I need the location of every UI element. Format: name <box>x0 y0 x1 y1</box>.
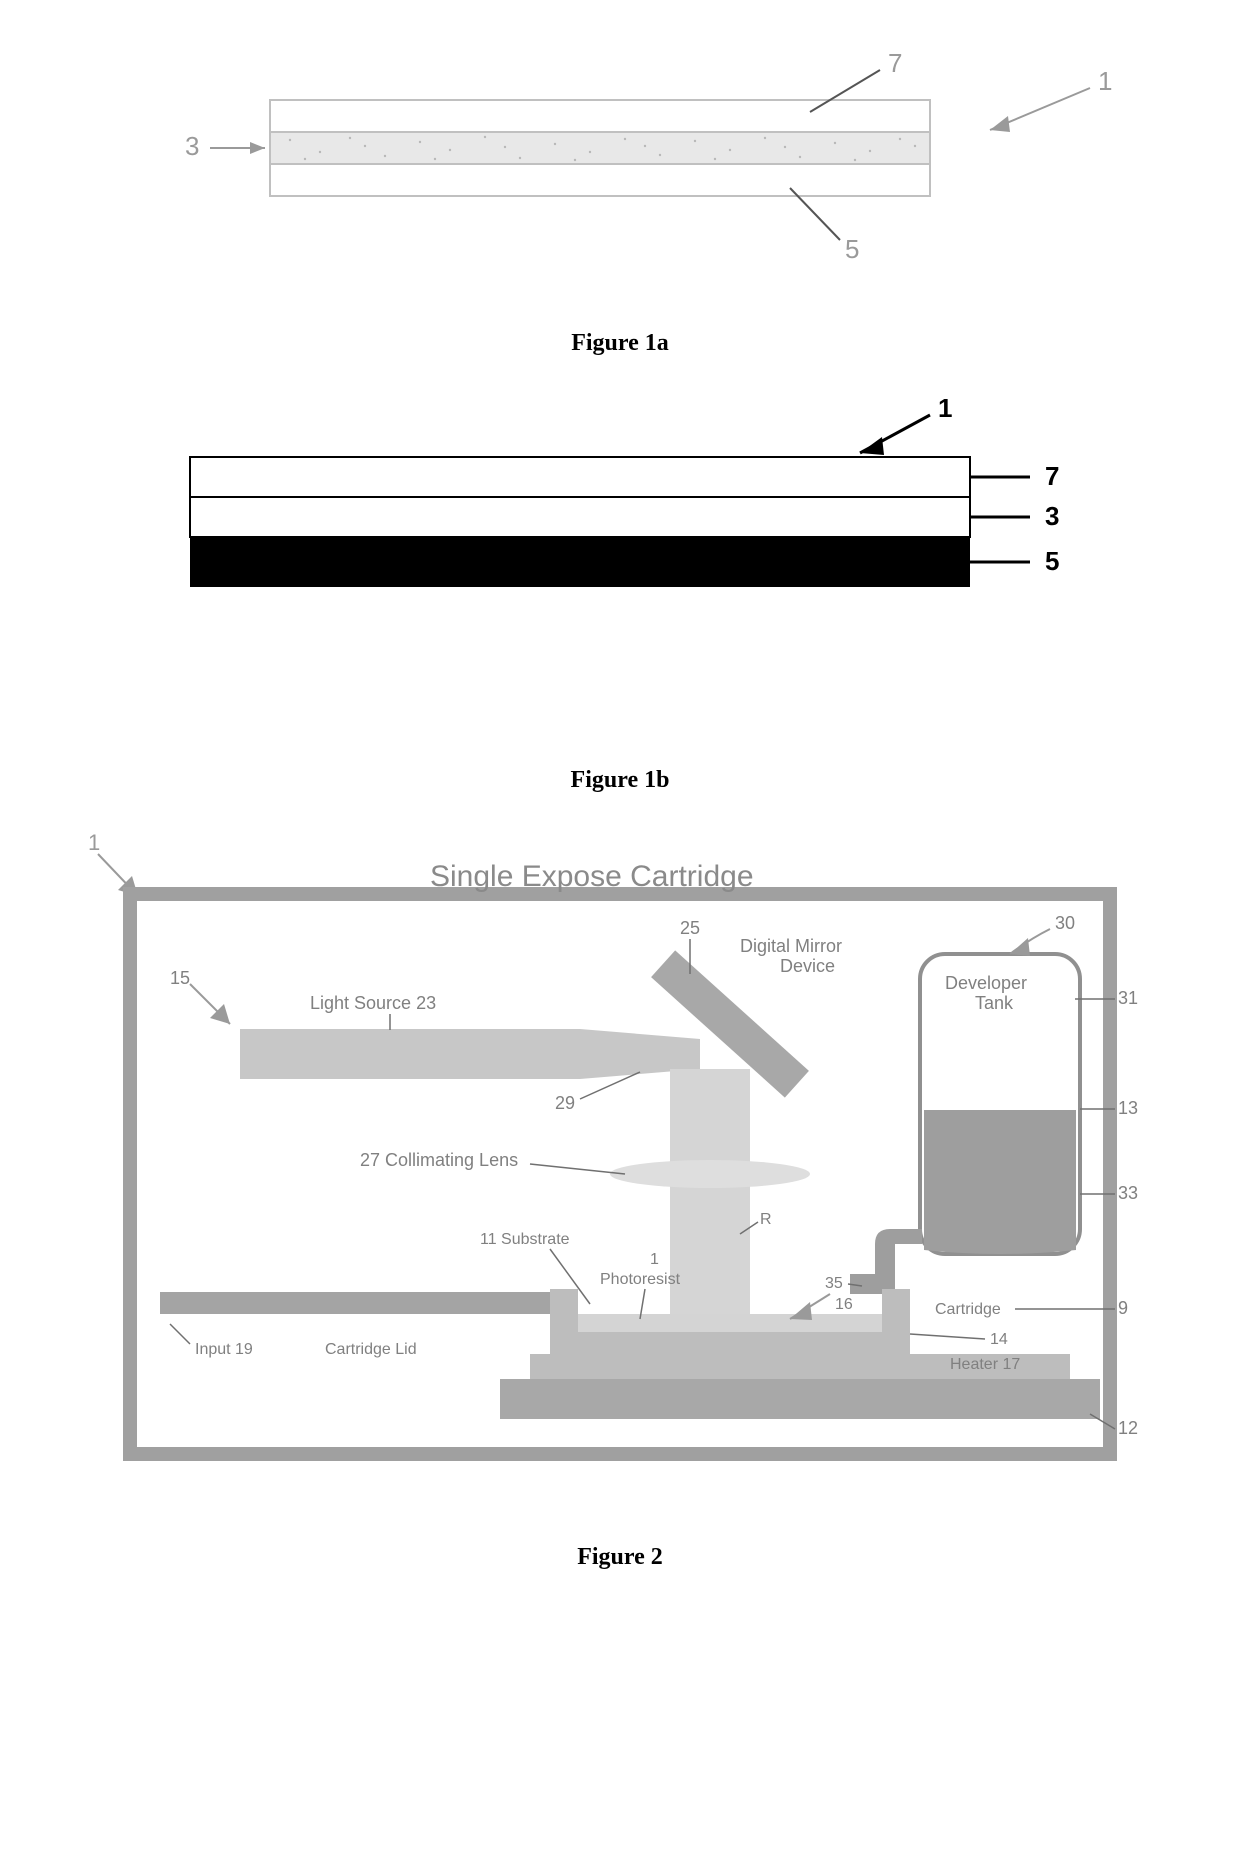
fig2-label-substrate: 11 Substrate <box>480 1231 570 1248</box>
fig1b-label-3: 3 <box>1045 501 1059 531</box>
fig2-label-9: 9 <box>1118 1298 1128 1318</box>
fig1b-arrow-1 <box>860 415 930 455</box>
fig2-lens <box>610 1160 810 1188</box>
fig2-label-15: 15 <box>170 968 190 988</box>
fig1a-layer-5 <box>270 164 930 196</box>
fig1a-layer-7 <box>270 100 930 132</box>
fig2-label-devtank-1: Developer <box>945 973 1027 993</box>
fig2-label-12: 12 <box>1118 1418 1138 1438</box>
fig2-label-30: 30 <box>1055 913 1075 933</box>
fig2-label-33: 33 <box>1118 1183 1138 1203</box>
fig1a-svg: 7 1 3 5 <box>90 40 1150 300</box>
fig2-beam-vertical <box>670 1069 750 1324</box>
fig1a-caption: Figure 1a <box>40 330 1200 357</box>
fig2-label-light-source: Light Source 23 <box>310 993 436 1013</box>
fig2-label-devtank-2: Tank <box>975 993 1014 1013</box>
fig1b-label-5: 5 <box>1045 546 1059 576</box>
fig1a-layer-3 <box>270 132 930 164</box>
label-5: 5 <box>845 234 859 264</box>
label-7: 7 <box>888 48 902 78</box>
fig1b-caption: Figure 1b <box>40 767 1200 794</box>
fig2-label-photoresist: Photoresist <box>600 1271 681 1288</box>
fig2-label-input: Input 19 <box>195 1341 253 1358</box>
fig2-label-14: 14 <box>990 1331 1008 1348</box>
fig2-base-bar <box>500 1379 1100 1419</box>
fig2-label-coll: 27 Collimating Lens <box>360 1150 518 1170</box>
figure-1a: 7 1 3 5 Figure 1a <box>40 40 1200 357</box>
fig2-label-lid: Cartridge Lid <box>325 1341 417 1358</box>
figure-2: 1 Single Expose Cartridge Light Source 2… <box>40 834 1200 1571</box>
fig2-label-29: 29 <box>555 1093 575 1113</box>
fig2-label-35: 35 <box>825 1275 843 1292</box>
fig1b-label-1: 1 <box>938 397 952 423</box>
fig1b-layer-5 <box>190 537 970 587</box>
fig1b-layer-3 <box>190 497 970 537</box>
fig1b-layer-7 <box>190 457 970 497</box>
fig2-label-cartridge: Cartridge <box>935 1301 1001 1318</box>
fig2-label-13: 13 <box>1118 1098 1138 1118</box>
fig2-label-dmd-2: Device <box>780 956 835 976</box>
fig2-label-dmd-1: Digital Mirror <box>740 936 842 956</box>
fig1b-label-7: 7 <box>1045 461 1059 491</box>
fig2-label-1-outer: 1 <box>88 834 100 855</box>
fig2-svg: 1 Single Expose Cartridge Light Source 2… <box>80 834 1160 1474</box>
fig2-label-25: 25 <box>680 918 700 938</box>
fig1b-svg: 1 7 3 5 <box>70 397 1170 657</box>
fig2-label-heater: Heater 17 <box>950 1356 1020 1373</box>
arrow-3 <box>210 142 265 154</box>
fig2-beam-horizontal <box>240 1029 700 1079</box>
fig2-label-photo-1: 1 <box>650 1251 659 1268</box>
fig2-title: Single Expose Cartridge <box>430 860 754 893</box>
label-1: 1 <box>1098 66 1112 96</box>
fig2-label-31: 31 <box>1118 988 1138 1008</box>
fig2-label-R: R <box>760 1211 772 1228</box>
fig2-label-16: 16 <box>835 1296 853 1313</box>
label-3: 3 <box>185 131 199 161</box>
fig2-lid-bar <box>160 1292 550 1314</box>
arrow-1 <box>990 88 1090 132</box>
figure-1b: 1 7 3 5 Figure 1b <box>40 397 1200 794</box>
fig2-caption: Figure 2 <box>40 1544 1200 1571</box>
